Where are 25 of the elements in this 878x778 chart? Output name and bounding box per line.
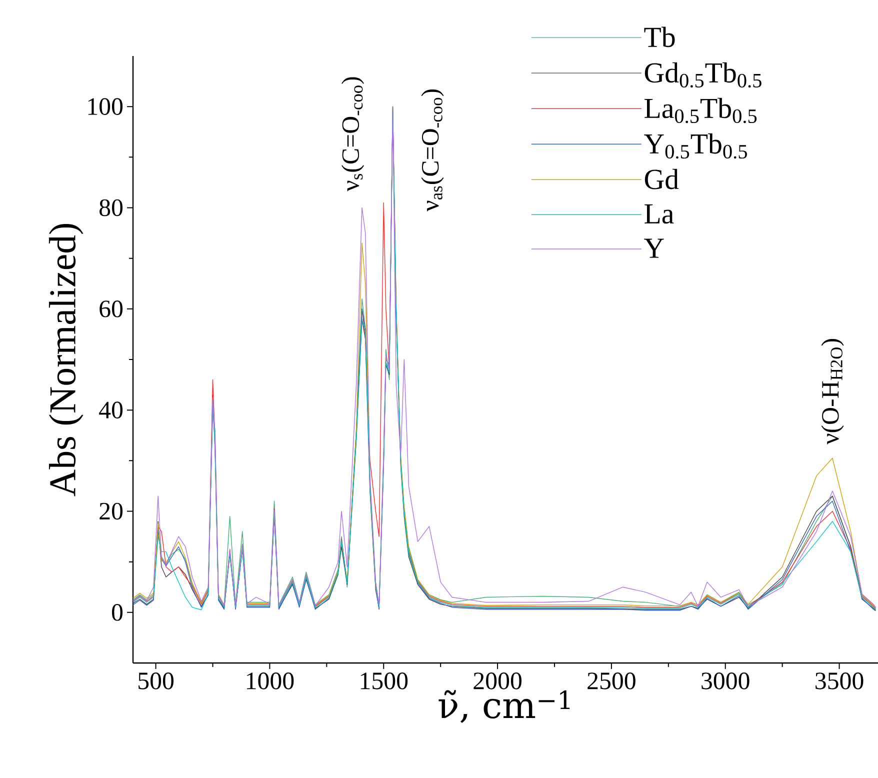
y-tick-label: 60 xyxy=(100,300,123,318)
legend-label: Gd$_{0.5}$Tb$_{0.5}$ xyxy=(644,62,762,88)
x-tick-label: 1500 xyxy=(360,672,408,690)
x-tick-label: 2500 xyxy=(588,672,636,690)
x-axis-title: ν̃, cm$^{−1}$ xyxy=(438,690,570,723)
annotation: ν(O-H$_{H2O}$) xyxy=(821,339,844,444)
x-tick-label: 3500 xyxy=(816,672,864,690)
x-tick-label: 500 xyxy=(138,672,174,690)
x-tick-label: 1000 xyxy=(246,672,294,690)
x-tick-label: 2000 xyxy=(474,672,522,690)
y-tick-label: 0 xyxy=(112,604,123,621)
legend-label: La$_{0.5}$Tb$_{0.5}$ xyxy=(644,98,757,124)
legend-label: Y xyxy=(644,238,664,258)
y-tick-label: 80 xyxy=(100,199,123,216)
legend-label: La xyxy=(644,204,674,224)
y-tick-label: 100 xyxy=(88,98,123,115)
annotation: ν$_{as}$(C=O$_{-coo}$) xyxy=(421,89,444,212)
y-tick-label: 20 xyxy=(100,502,123,520)
y-tick-label: 40 xyxy=(99,402,123,418)
legend-label: Tb xyxy=(644,26,675,48)
y-axis-title: Abs (Normalized) xyxy=(48,224,84,496)
legend-label: Y$_{0.5}$Tb$_{0.5}$ xyxy=(644,133,747,159)
legend-label: Gd xyxy=(644,168,679,190)
annotation: ν$_{s}$(C=O$_{-coo}$) xyxy=(341,77,364,192)
x-tick-label: 3000 xyxy=(702,672,750,690)
